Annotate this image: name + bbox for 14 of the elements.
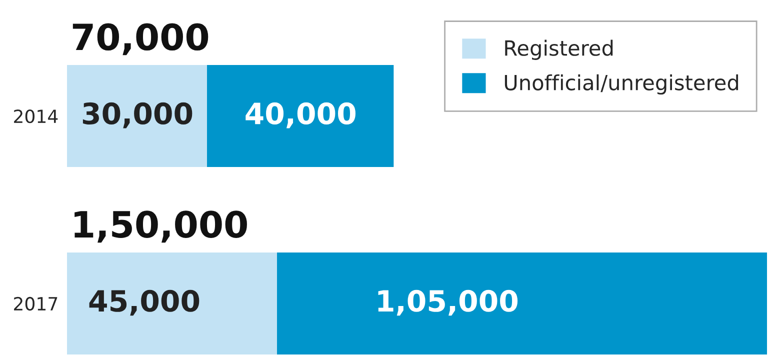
bar	[277, 252, 767, 354]
bar	[67, 252, 277, 354]
bar	[67, 65, 207, 168]
y-tick-label: 2014	[14, 109, 58, 124]
data-label: 30,000	[82, 102, 192, 128]
total-label: 70,000	[72, 23, 208, 56]
legend-label: Unofficial/unregistered	[504, 74, 738, 94]
data-label: 45,000	[89, 290, 200, 316]
data-label: 40,000	[246, 102, 356, 128]
bar	[207, 65, 394, 168]
legend-label: Registered	[505, 40, 613, 60]
data-label: 1,05,000	[378, 290, 518, 316]
total-label: 1,50,000	[74, 210, 247, 243]
y-tick-label: 2017	[14, 296, 58, 311]
